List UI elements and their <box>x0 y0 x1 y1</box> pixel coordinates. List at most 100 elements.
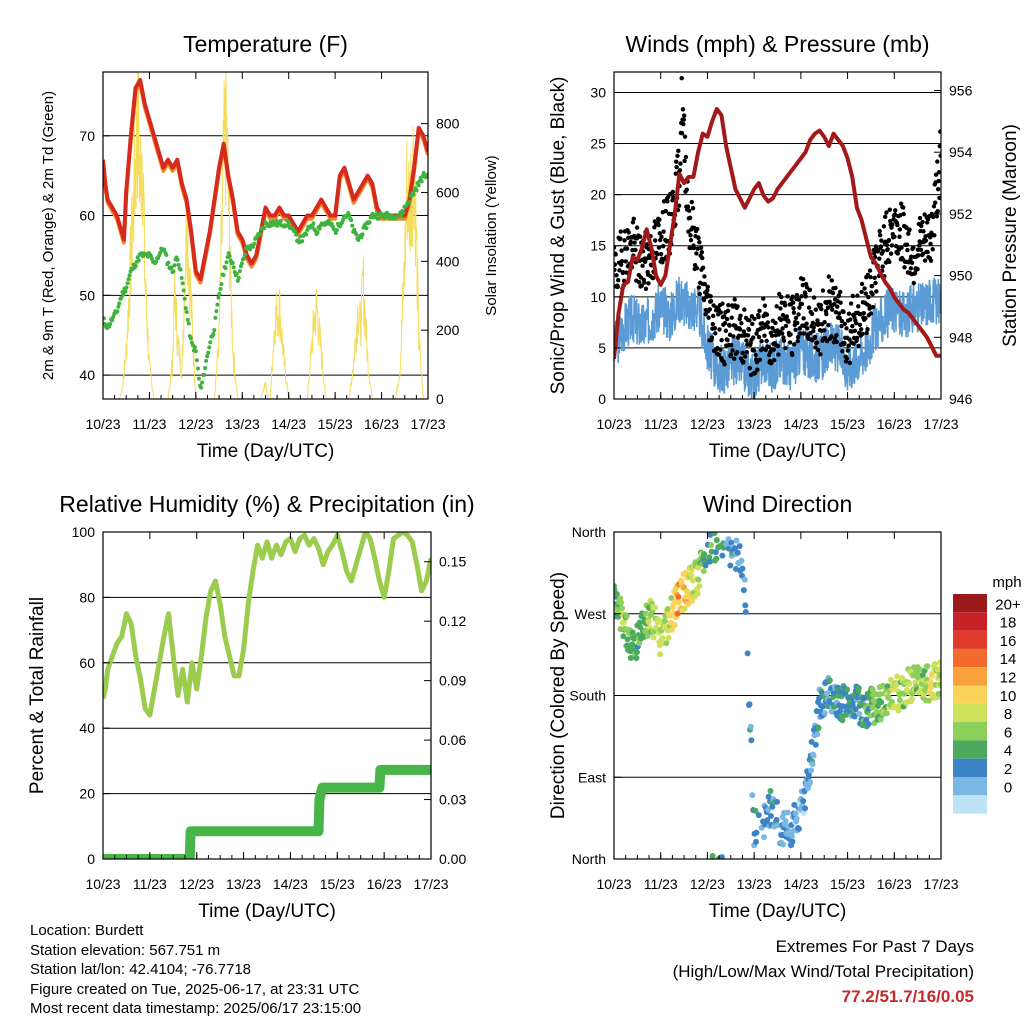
dewpoint-point <box>234 271 239 276</box>
x-tick-label: 14/23 <box>783 876 818 892</box>
info-recent: Most recent data timestamp: 2025/06/17 2… <box>30 1000 362 1018</box>
gust-point <box>932 233 937 238</box>
dewpoint-point <box>162 247 167 252</box>
dewpoint-point <box>401 210 406 215</box>
y-tick-label: 25 <box>590 136 606 152</box>
gust-point <box>798 331 803 336</box>
gust-point <box>769 333 775 338</box>
direction-point <box>748 737 755 744</box>
gust-point <box>917 215 923 221</box>
gust-point <box>632 240 637 245</box>
extremes-summary: Extremes For Past 7 Days (High/Low/Max W… <box>673 934 974 1009</box>
gust-point <box>838 300 843 305</box>
gust-point <box>810 320 816 326</box>
dewpoint-point <box>407 200 412 205</box>
gust-point <box>618 229 623 234</box>
direction-point <box>645 619 652 626</box>
gust-point <box>922 258 928 263</box>
gust-point <box>827 299 832 305</box>
plot-area <box>614 76 941 399</box>
direction-point <box>753 829 760 836</box>
direction-point <box>844 686 851 693</box>
gust-point <box>661 199 667 204</box>
gust-point <box>909 254 914 259</box>
dewpoint-point <box>341 217 346 222</box>
gust-point <box>859 289 864 295</box>
legend-swatch <box>953 630 987 649</box>
gust-point <box>663 208 668 214</box>
gust-point <box>811 295 817 300</box>
dewpoint-point <box>119 295 124 300</box>
x-tick-label: 15/23 <box>830 876 865 892</box>
gust-point <box>689 199 694 205</box>
y2-tick-label: 956 <box>949 83 973 99</box>
dewpoint-point <box>200 380 205 385</box>
dewpoint-point <box>411 192 416 197</box>
dewpoint-point <box>278 218 283 223</box>
gust-point <box>678 161 683 166</box>
direction-point <box>712 549 719 556</box>
gust-point <box>892 212 898 217</box>
gust-point <box>631 216 636 222</box>
gust-point <box>937 195 941 201</box>
gust-point <box>847 360 853 366</box>
direction-point <box>624 642 631 649</box>
gust-point <box>870 291 875 297</box>
gust-point <box>647 255 652 261</box>
dewpoint-point <box>349 218 354 223</box>
gust-point <box>727 332 733 337</box>
gust-point <box>752 316 757 322</box>
gust-point <box>800 276 806 282</box>
gust-point <box>675 153 680 159</box>
gust-point <box>832 336 837 341</box>
direction-point <box>800 798 807 805</box>
gust-point <box>708 298 714 304</box>
gust-point <box>844 356 850 361</box>
dewpoint-point <box>158 250 163 255</box>
legend-label: 0 <box>1004 779 1012 796</box>
info-location: Location: Burdett <box>30 922 144 939</box>
gust-point <box>614 267 617 273</box>
gust-point <box>695 226 700 232</box>
direction-point <box>937 665 941 672</box>
direction-point <box>924 663 931 670</box>
direction-point <box>752 807 759 814</box>
dewpoint-point <box>136 258 141 263</box>
gust-point <box>864 330 869 336</box>
dewpoint-point <box>215 302 220 307</box>
gust-point <box>846 311 852 316</box>
dewpoint-point <box>334 228 339 233</box>
gust-point <box>795 320 800 326</box>
gust-point <box>897 227 903 232</box>
gust-point <box>614 262 618 267</box>
gust-point <box>756 334 762 340</box>
direction-point <box>624 636 631 643</box>
gust-point <box>701 297 707 303</box>
gust-point <box>796 297 802 302</box>
gust-point <box>885 247 890 252</box>
direction-point <box>702 562 709 569</box>
dewpoint-point <box>315 230 320 235</box>
dewpoint-point <box>126 277 131 282</box>
dewpoint-point <box>230 260 235 265</box>
gust-point <box>873 280 878 286</box>
legend-swatch <box>953 758 987 777</box>
gust-point <box>813 345 818 350</box>
direction-point <box>738 557 745 564</box>
gust-point <box>931 204 937 209</box>
gust-point <box>905 247 910 253</box>
gust-point <box>643 286 649 292</box>
dewpoint-point <box>125 281 130 286</box>
direction-point <box>653 624 660 631</box>
gust-point <box>822 320 827 325</box>
direction-point <box>636 640 643 647</box>
direction-point <box>709 852 716 859</box>
y2-tick-label: 950 <box>949 268 973 284</box>
gust-point <box>788 332 793 337</box>
gust-point <box>753 352 758 358</box>
gust-point <box>621 269 626 275</box>
gust-point <box>739 320 744 326</box>
dewpoint-point <box>123 289 128 294</box>
gust-point <box>690 205 696 211</box>
dewpoint-point <box>294 232 299 237</box>
